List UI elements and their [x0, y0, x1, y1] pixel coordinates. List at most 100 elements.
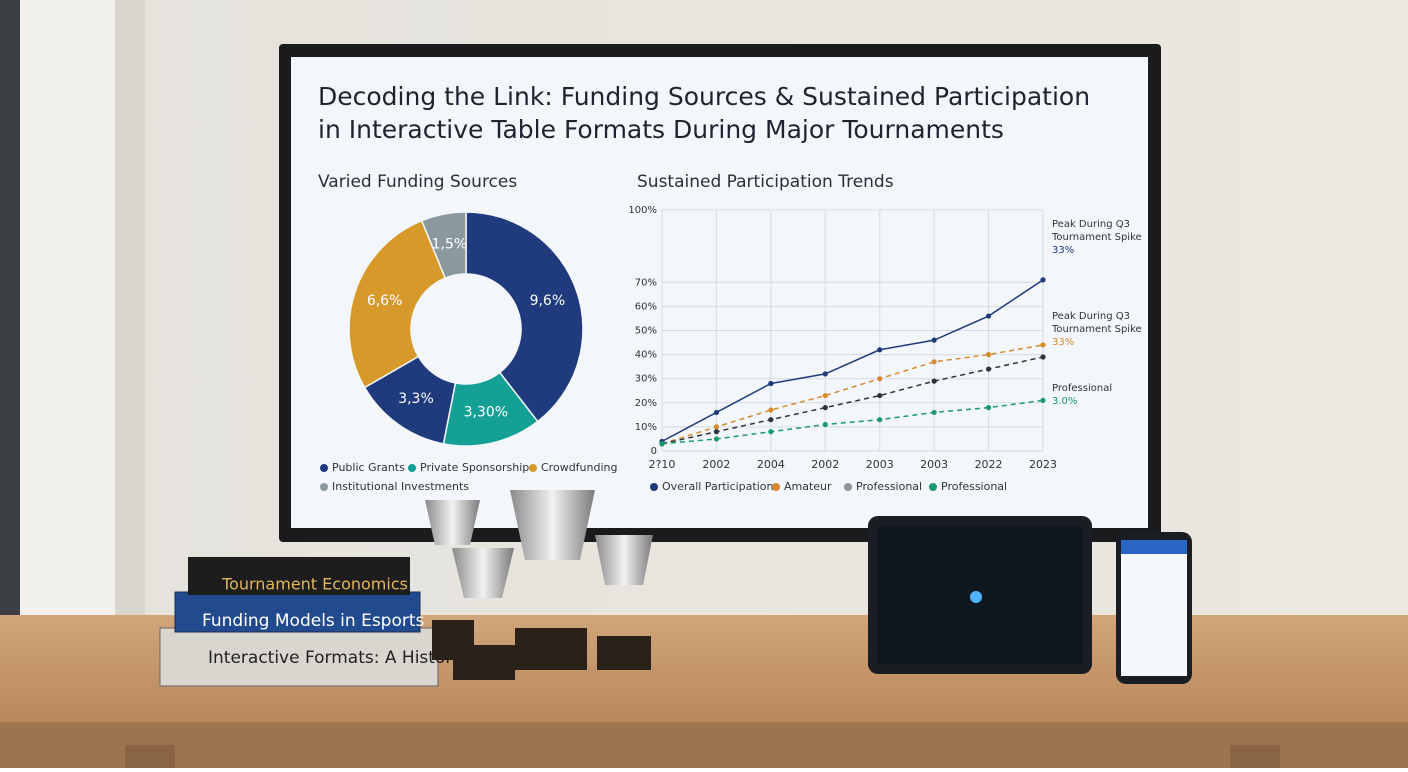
window-frame	[0, 0, 20, 768]
screen-title: Decoding the Link: Funding Sources & Sus…	[318, 82, 1090, 111]
legend-label: Amateur	[784, 480, 832, 493]
slice-label: 9,6%	[530, 293, 566, 309]
trophy-base	[453, 645, 515, 680]
pie-slice	[348, 219, 447, 389]
annotation: 3.0%	[1052, 396, 1077, 407]
x-tick-label: 2002	[702, 458, 730, 471]
series-point	[931, 337, 937, 343]
annotation: Professional	[1052, 383, 1112, 394]
y-tick-label: 40%	[635, 350, 657, 361]
y-tick-label: 100%	[628, 205, 657, 216]
series-point	[985, 405, 992, 411]
series-line	[661, 356, 1044, 445]
series-point	[1040, 277, 1046, 283]
slice-label: 1,5%	[432, 237, 468, 253]
y-tick-label: 20%	[635, 398, 657, 409]
book-title: Interactive Formats: A History	[208, 648, 462, 668]
desk-leg	[1230, 745, 1280, 768]
annotation: 33%	[1052, 245, 1074, 256]
series-point	[931, 378, 937, 384]
legend-swatch	[529, 464, 537, 472]
x-tick-label: 2022	[975, 458, 1003, 471]
series-point	[713, 409, 720, 416]
annotation: Tournament Spike	[1051, 324, 1142, 335]
annotation: Peak During Q3	[1052, 311, 1130, 322]
series-point	[877, 417, 883, 423]
legend-swatch	[929, 483, 937, 491]
trophy-base	[597, 636, 651, 670]
series-point	[768, 417, 774, 423]
legend-label: Professional	[941, 480, 1007, 493]
screen-title: in Interactive Table Formats During Majo…	[318, 115, 1004, 144]
series-point	[877, 392, 883, 399]
annotation: Tournament Spike	[1051, 232, 1142, 243]
series-point	[1040, 397, 1046, 403]
tv-screen	[291, 57, 1148, 528]
slice-label: 6,6%	[367, 293, 403, 309]
series-point	[768, 407, 774, 413]
chart-title: Varied Funding Sources	[318, 172, 517, 192]
series-point	[822, 392, 828, 399]
trophy-base	[515, 628, 587, 670]
trophy	[595, 535, 653, 585]
series-point	[1040, 354, 1046, 360]
legend-label: Institutional Investments	[332, 480, 469, 493]
slice-label: 3,3%	[398, 391, 434, 407]
series-point	[822, 405, 828, 411]
chart-title: Sustained Participation Trends	[637, 172, 894, 192]
desk-leg	[125, 745, 175, 768]
legend-swatch	[408, 464, 416, 472]
legend-swatch	[844, 483, 852, 491]
series-point	[985, 352, 992, 358]
series-line	[661, 279, 1044, 443]
series-point	[877, 347, 883, 353]
x-tick-label: 2?10	[649, 458, 676, 471]
series-point	[713, 424, 720, 430]
legend-label: Professional	[856, 480, 922, 493]
legend-label: Private Sponsorships	[420, 461, 535, 474]
series-line	[661, 399, 1044, 445]
legend-label: Crowdfunding	[541, 461, 617, 474]
series-point	[931, 359, 937, 365]
trophy	[452, 548, 514, 598]
y-tick-label: 0	[651, 446, 657, 457]
annotation: 33%	[1052, 337, 1074, 348]
y-tick-label: 60%	[635, 301, 657, 312]
series-point	[931, 409, 937, 416]
series-point	[877, 376, 883, 382]
trophy	[425, 500, 480, 545]
series-point	[1040, 342, 1046, 348]
x-tick-label: 2002	[811, 458, 839, 471]
phone-screen	[1121, 540, 1187, 676]
x-tick-label: 2003	[920, 458, 948, 471]
x-tick-label: 2023	[1029, 458, 1057, 471]
annotation: Peak During Q3	[1052, 219, 1130, 230]
book	[188, 557, 410, 595]
phone-header	[1121, 540, 1187, 554]
pie-slice	[420, 211, 467, 280]
desk-edge	[0, 722, 1408, 768]
x-tick-label: 2003	[866, 458, 894, 471]
x-tick-label: 2004	[757, 458, 785, 471]
pie-slice	[465, 211, 584, 423]
series-point	[985, 366, 992, 372]
y-tick-label: 70%	[635, 277, 657, 288]
series-point	[822, 371, 828, 377]
y-tick-label: 50%	[635, 326, 657, 337]
legend-swatch	[650, 483, 658, 491]
series-point	[985, 313, 992, 319]
book	[174, 591, 421, 633]
book-title: Tournament Economics	[221, 575, 408, 594]
series-point	[713, 429, 720, 435]
slice-label: 3,30%	[464, 405, 508, 421]
y-tick-label: 10%	[635, 422, 657, 433]
series-point	[659, 441, 665, 447]
series-point	[713, 436, 720, 442]
book-title: Funding Models in Esports	[202, 611, 425, 631]
series-point	[768, 380, 774, 387]
legend-swatch	[320, 483, 328, 491]
trophies	[425, 490, 653, 680]
legend-swatch	[772, 483, 780, 491]
